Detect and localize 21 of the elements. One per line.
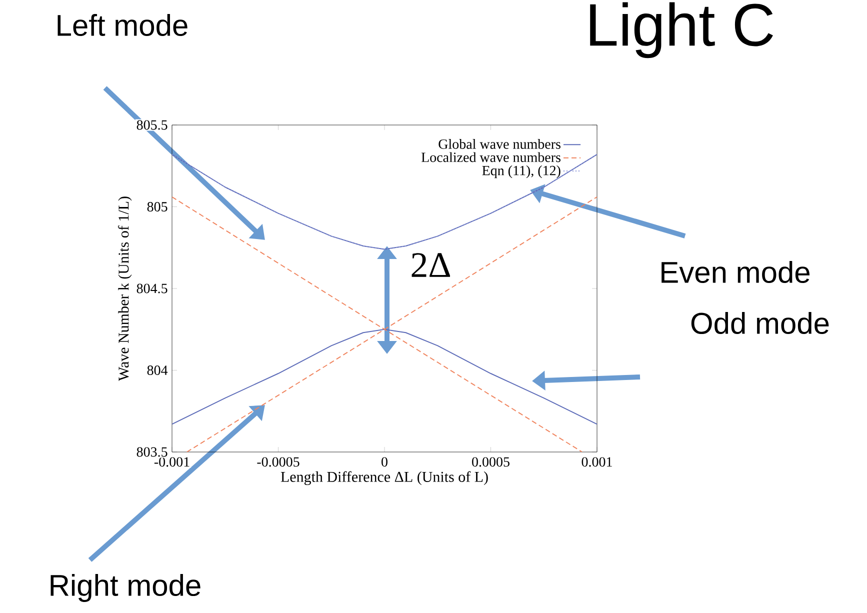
x-tick-label: 0: [382, 457, 388, 467]
y-tick-label: 805: [147, 202, 168, 212]
x-axis-title: Length Difference ΔL (Units of L): [280, 471, 488, 486]
y-tick-label: 805.5: [136, 120, 168, 130]
text: Odd mode: [691, 312, 829, 334]
x-tick-label: 0.0005: [472, 457, 510, 467]
legend-label: Global wave numbers: [438, 138, 560, 149]
x-tick-label: -0.0005: [257, 457, 300, 467]
y-tick-label: 803.5: [136, 447, 168, 457]
y-tick-label: 804.5: [136, 284, 168, 294]
y-axis-title: Wave Number k (Units of 1/L): [118, 196, 132, 381]
annotation: 2Δ: [412, 253, 450, 277]
x-tick-label: 0.001: [582, 457, 612, 467]
y-tick-label: 804: [147, 366, 168, 375]
x-tick-label: -0.001: [154, 457, 190, 467]
legend-label: Localized wave numbers: [421, 152, 560, 162]
text: Even mode: [662, 260, 810, 284]
text: Right mode: [50, 574, 200, 602]
chart-title: Light C: [590, 2, 773, 58]
text: Left mode: [58, 14, 188, 36]
legend-label: Eqn (11), (12): [482, 165, 560, 178]
